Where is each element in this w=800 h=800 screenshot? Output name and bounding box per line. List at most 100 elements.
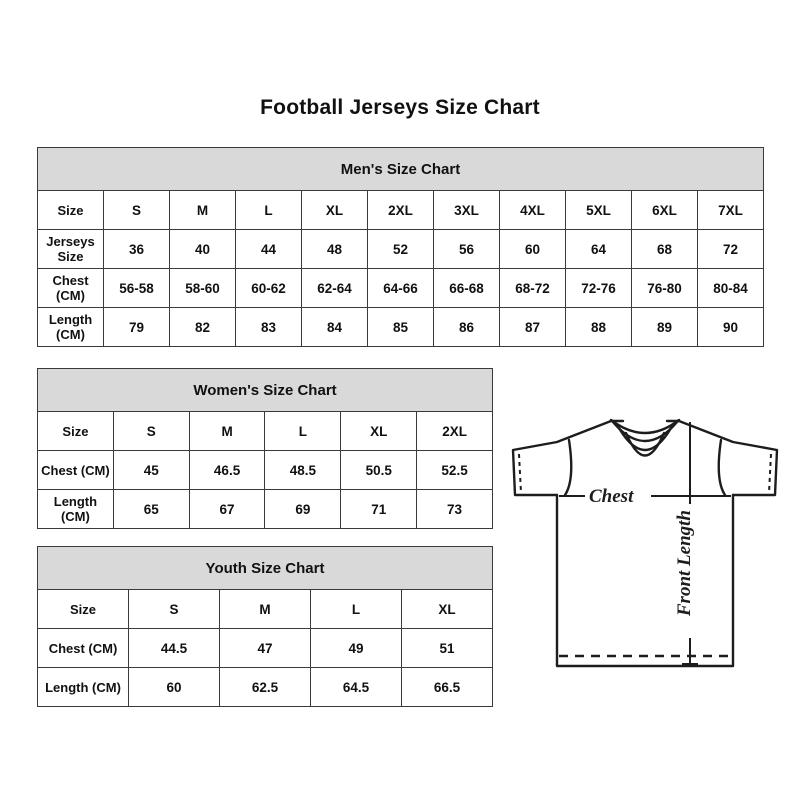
left-cuff-stitch <box>518 453 522 494</box>
mens-row-label: Chest (CM) <box>37 268 104 308</box>
table-cell: 40 <box>169 229 236 269</box>
table-cell: 69 <box>264 489 342 529</box>
table-cell: 72-76 <box>565 268 632 308</box>
table-cell: 90 <box>697 307 764 347</box>
shirt-body-outline <box>555 493 735 668</box>
table-row: Length (CM) 60 62.5 64.5 66.5 <box>37 667 493 707</box>
table-cell: 52 <box>367 229 434 269</box>
mens-row-label: Length (CM) <box>37 307 104 347</box>
youth-size-table: Youth Size Chart Size S M L XL Chest (CM) 44.5 4… <box>37 546 493 707</box>
mens-header-size-6xl: 6XL <box>631 190 698 230</box>
table-cell: 46.5 <box>188 450 266 490</box>
collar-outer-curve <box>609 418 681 435</box>
table-cell: 67 <box>188 489 266 529</box>
womens-header-size-2xl: 2XL <box>416 411 493 451</box>
table-cell: 51 <box>401 628 493 668</box>
youth-row-label: Length (CM) <box>37 667 129 707</box>
mens-header-size-2xl: 2XL <box>367 190 434 230</box>
table-cell: 88 <box>565 307 632 347</box>
youth-header-row: Size S M L XL <box>37 589 493 629</box>
table-cell: 86 <box>433 307 500 347</box>
table-cell: 76-80 <box>631 268 698 308</box>
table-cell: 62-64 <box>301 268 368 308</box>
mens-header-size-m: M <box>169 190 236 230</box>
youth-header-size-xl: XL <box>401 589 493 629</box>
table-cell: 48 <box>301 229 368 269</box>
mens-table-body: Men's Size Chart Size S M L XL 2XL 3XL 4XL 5XL 6XL… <box>37 147 764 347</box>
table-cell: 66.5 <box>401 667 493 707</box>
jersey-illustration: Chest Front Length <box>511 418 779 668</box>
table-cell: 62.5 <box>219 667 311 707</box>
table-cell: 60-62 <box>235 268 302 308</box>
table-cell: 48.5 <box>264 450 342 490</box>
youth-header-label: Size <box>37 589 129 629</box>
womens-header-size-l: L <box>264 411 342 451</box>
table-cell: 71 <box>340 489 418 529</box>
table-cell: 83 <box>235 307 302 347</box>
womens-header-row: Size S M L XL 2XL <box>37 411 493 451</box>
table-cell: 65 <box>112 489 190 529</box>
table-cell: 58-60 <box>169 268 236 308</box>
table-cell: 44 <box>235 229 302 269</box>
right-cuff-stitch <box>768 453 772 494</box>
table-cell: 72 <box>697 229 764 269</box>
table-cell: 64.5 <box>310 667 402 707</box>
table-cell: 52.5 <box>416 450 493 490</box>
table-cell: 44.5 <box>128 628 220 668</box>
v-neck-opening <box>624 431 666 457</box>
front-length-label: Front Length <box>674 510 695 617</box>
mens-size-table: Men's Size Chart Size S M L XL 2XL 3XL 4XL 5XL 6XL… <box>37 147 764 347</box>
mens-header-size-7xl: 7XL <box>697 190 764 230</box>
table-cell: 73 <box>416 489 493 529</box>
womens-header-size-xl: XL <box>340 411 418 451</box>
mens-header-label: Size <box>37 190 104 230</box>
table-cell: 66-68 <box>433 268 500 308</box>
table-cell: 56 <box>433 229 500 269</box>
table-cell: 36 <box>103 229 170 269</box>
youth-caption-row: Youth Size Chart <box>37 546 493 590</box>
table-cell: 79 <box>103 307 170 347</box>
left-armhole-seam <box>563 438 573 497</box>
youth-header-size-l: L <box>310 589 402 629</box>
womens-header-label: Size <box>37 411 114 451</box>
youth-table-body: Youth Size Chart Size S M L XL Chest (CM) 44.5 4… <box>37 546 493 707</box>
jersey-measurement-diagram: Chest Front Length <box>503 398 787 694</box>
page-title: Football Jerseys Size Chart <box>260 96 540 119</box>
table-cell: 64 <box>565 229 632 269</box>
table-cell: 64-66 <box>367 268 434 308</box>
womens-size-table: Women's Size Chart Size S M L XL 2XL Chest (CM)… <box>37 368 493 529</box>
table-cell: 49 <box>310 628 402 668</box>
womens-table-body: Women's Size Chart Size S M L XL 2XL Chest (CM)… <box>37 368 493 529</box>
youth-row-label: Chest (CM) <box>37 628 129 668</box>
womens-row-label: Length (CM) <box>37 489 114 529</box>
womens-header-size-s: S <box>112 411 190 451</box>
table-cell: 56-58 <box>103 268 170 308</box>
table-row: Chest (CM) 56-58 58-60 60-62 62-64 64-66 66-68… <box>37 268 764 308</box>
table-cell: 85 <box>367 307 434 347</box>
mens-header-size-l: L <box>235 190 302 230</box>
mens-header-size-xl: XL <box>301 190 368 230</box>
table-cell: 68 <box>631 229 698 269</box>
left-sleeve-outline <box>511 419 613 497</box>
table-cell: 82 <box>169 307 236 347</box>
table-cell: 60 <box>128 667 220 707</box>
mens-chart-caption: Men's Size Chart <box>37 147 764 191</box>
youth-chart-caption: Youth Size Chart <box>37 546 493 590</box>
collar-inner-curve <box>617 426 673 452</box>
table-row: Chest (CM) 44.5 47 49 51 <box>37 628 493 668</box>
youth-header-size-m: M <box>219 589 311 629</box>
mens-header-row: Size S M L XL 2XL 3XL 4XL 5XL 6XL 7XL <box>37 190 764 230</box>
chest-label: Chest <box>589 486 634 507</box>
mens-header-size-3xl: 3XL <box>433 190 500 230</box>
right-sleeve-outline <box>677 419 779 497</box>
table-cell: 47 <box>219 628 311 668</box>
womens-caption-row: Women's Size Chart <box>37 368 493 412</box>
table-cell: 87 <box>499 307 566 347</box>
table-cell: 60 <box>499 229 566 269</box>
mens-header-size-s: S <box>103 190 170 230</box>
table-row: Length (CM) 65 67 69 71 73 <box>37 489 493 529</box>
table-cell: 84 <box>301 307 368 347</box>
table-row: Length (CM) 79 82 83 84 85 86 87 88 89 90 <box>37 307 764 347</box>
womens-header-size-m: M <box>188 411 266 451</box>
collar-mid-curve <box>611 420 679 443</box>
